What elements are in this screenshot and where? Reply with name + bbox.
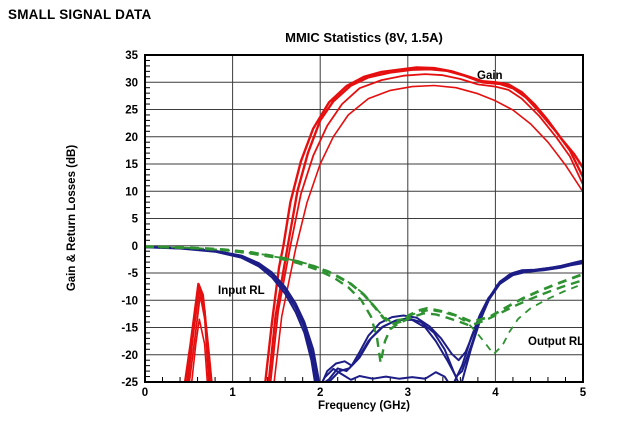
y-tick-label: 10 [125, 186, 138, 198]
y-tick-label: 0 [132, 241, 138, 253]
y-tick-label: -10 [121, 295, 138, 307]
y-tick-label: -25 [121, 377, 138, 389]
y-tick-label: 30 [125, 77, 138, 89]
y-tick-label: -5 [128, 268, 139, 280]
input-rl-series-label: Input RL [218, 285, 265, 297]
input-rl-trace-4 [146, 245, 582, 381]
plot-frame [144, 54, 584, 383]
x-tick-label: 2 [317, 387, 323, 399]
y-tick-label: -15 [121, 323, 138, 335]
gain-series-label: Gain [477, 70, 503, 82]
output-rl-trace-3 [146, 245, 582, 356]
x-tick-label: 3 [405, 387, 411, 399]
y-tick-label: 35 [125, 50, 138, 62]
output-rl-series-label: Output RL [528, 336, 585, 348]
x-axis-title: Frequency (GHz) [317, 400, 410, 412]
gain-trace-2 [186, 67, 582, 381]
x-tick-label: 0 [142, 387, 148, 399]
y-tick-label: 5 [132, 214, 139, 226]
output-rl-trace-2 [146, 245, 582, 365]
y-tick-label: 25 [125, 105, 138, 117]
y-tick-label: -20 [121, 350, 138, 362]
x-tick-label: 5 [580, 387, 587, 399]
gain-trace-3 [188, 73, 582, 381]
page-title: SMALL SIGNAL DATA [8, 7, 152, 22]
gain-trace-1 [184, 66, 582, 381]
x-tick-label: 1 [229, 387, 236, 399]
chart-title: MMIC Statistics (8V, 1.5A) [285, 30, 443, 45]
output-rl-trace-1 [146, 245, 582, 326]
y-tick-label: 15 [125, 159, 138, 171]
y-tick-label: 20 [125, 132, 138, 144]
x-tick-label: 4 [492, 387, 499, 399]
gain-trace-4 [191, 84, 582, 381]
